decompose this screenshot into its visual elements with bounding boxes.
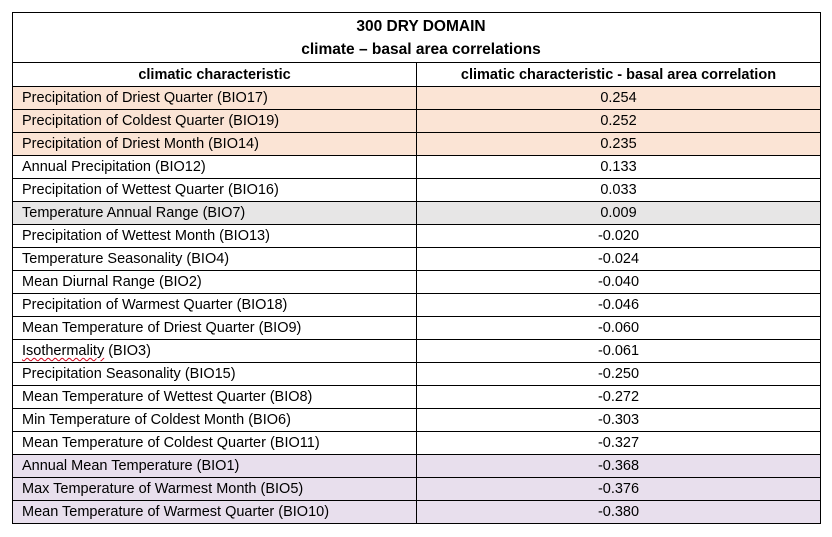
table-row: Annual Mean Temperature (BIO1) -0.368: [12, 454, 821, 478]
table-row: Isothermality (BIO3) -0.061: [12, 339, 821, 363]
column-header-row: climatic characteristic climatic charact…: [12, 62, 821, 87]
table-row: Mean Temperature of Coldest Quarter (BIO…: [12, 431, 821, 455]
correlation-value-cell: -0.368: [416, 454, 821, 478]
characteristic-cell: Annual Mean Temperature (BIO1): [12, 454, 417, 478]
correlation-value-cell: -0.046: [416, 293, 821, 317]
correlation-value-cell: -0.024: [416, 247, 821, 271]
characteristic-cell: Temperature Annual Range (BIO7): [12, 201, 417, 225]
column-header-correlation: climatic characteristic - basal area cor…: [416, 62, 821, 87]
correlation-value-cell: 0.254: [416, 86, 821, 110]
table-row: Precipitation of Coldest Quarter (BIO19)…: [12, 109, 821, 133]
characteristic-cell: Annual Precipitation (BIO12): [12, 155, 417, 179]
table-row: Precipitation of Driest Month (BIO14) 0.2…: [12, 132, 821, 156]
characteristic-cell: Mean Temperature of Driest Quarter (BIO9…: [12, 316, 417, 340]
table-row: Max Temperature of Warmest Month (BIO5) -…: [12, 477, 821, 501]
table-row: Min Temperature of Coldest Month (BIO6) -…: [12, 408, 821, 432]
table-row: Mean Temperature of Wettest Quarter (BIO…: [12, 385, 821, 409]
correlation-value-cell: 0.133: [416, 155, 821, 179]
table-row: Precipitation Seasonality (BIO15) -0.250: [12, 362, 821, 386]
correlation-table: 300 DRY DOMAIN climate – basal area corr…: [12, 12, 821, 524]
correlation-value-cell: -0.303: [416, 408, 821, 432]
characteristic-cell: Mean Temperature of Wettest Quarter (BIO…: [12, 385, 417, 409]
correlation-value-cell: 0.009: [416, 201, 821, 225]
correlation-value-cell: -0.327: [416, 431, 821, 455]
correlation-value-cell: 0.252: [416, 109, 821, 133]
characteristic-cell: Precipitation of Driest Quarter (BIO17): [12, 86, 417, 110]
characteristic-cell: Precipitation of Driest Month (BIO14): [12, 132, 417, 156]
characteristic-cell: Precipitation of Warmest Quarter (BIO18): [12, 293, 417, 317]
correlation-value-cell: 0.033: [416, 178, 821, 202]
characteristic-cell: Mean Diurnal Range (BIO2): [12, 270, 417, 294]
correlation-value-cell: -0.020: [416, 224, 821, 248]
correlation-value-cell: -0.380: [416, 500, 821, 524]
characteristic-cell: Precipitation Seasonality (BIO15): [12, 362, 417, 386]
table-row: Precipitation of Driest Quarter (BIO17) 0…: [12, 86, 821, 110]
spellcheck-underlined-word: Isothermality: [22, 343, 105, 359]
correlation-value-cell: -0.060: [416, 316, 821, 340]
table-row: Precipitation of Wettest Quarter (BIO16)…: [12, 178, 821, 202]
correlation-value-cell: -0.376: [416, 477, 821, 501]
correlation-value-cell: -0.061: [416, 339, 821, 363]
table-row: Precipitation of Wettest Month (BIO13) -0…: [12, 224, 821, 248]
table-row: Mean Temperature of Warmest Quarter (BIO…: [12, 500, 821, 524]
table-row: Mean Temperature of Driest Quarter (BIO9…: [12, 316, 821, 340]
characteristic-cell: Isothermality (BIO3): [12, 339, 417, 363]
characteristic-cell: Mean Temperature of Coldest Quarter (BIO…: [12, 431, 417, 455]
table-row: Precipitation of Warmest Quarter (BIO18)…: [12, 293, 821, 317]
column-header-characteristic: climatic characteristic: [12, 62, 417, 87]
correlation-value-cell: -0.250: [416, 362, 821, 386]
characteristic-cell: Precipitation of Coldest Quarter (BIO19): [12, 109, 417, 133]
table-title: 300 DRY DOMAIN: [356, 17, 486, 35]
characteristic-cell: Precipitation of Wettest Quarter (BIO16): [12, 178, 417, 202]
table-row: Temperature Seasonality (BIO4) -0.024: [12, 247, 821, 271]
correlation-value-cell: -0.272: [416, 385, 821, 409]
table-subtitle: climate – basal area correlations: [301, 40, 541, 58]
correlation-value-cell: 0.235: [416, 132, 821, 156]
characteristic-cell: Temperature Seasonality (BIO4): [12, 247, 417, 271]
title-row: 300 DRY DOMAIN climate – basal area corr…: [12, 12, 821, 63]
correlation-value-cell: -0.040: [416, 270, 821, 294]
table-row: Temperature Annual Range (BIO7) 0.009: [12, 201, 821, 225]
characteristic-suffix: (BIO3): [104, 343, 151, 359]
characteristic-cell: Mean Temperature of Warmest Quarter (BIO…: [12, 500, 417, 524]
table-body: Precipitation of Driest Quarter (BIO17) 0…: [12, 86, 821, 524]
characteristic-cell: Max Temperature of Warmest Month (BIO5): [12, 477, 417, 501]
table-row: Mean Diurnal Range (BIO2) -0.040: [12, 270, 821, 294]
characteristic-cell: Precipitation of Wettest Month (BIO13): [12, 224, 417, 248]
title-cell: 300 DRY DOMAIN climate – basal area corr…: [12, 12, 821, 63]
table-row: Annual Precipitation (BIO12) 0.133: [12, 155, 821, 179]
characteristic-cell: Min Temperature of Coldest Month (BIO6): [12, 408, 417, 432]
